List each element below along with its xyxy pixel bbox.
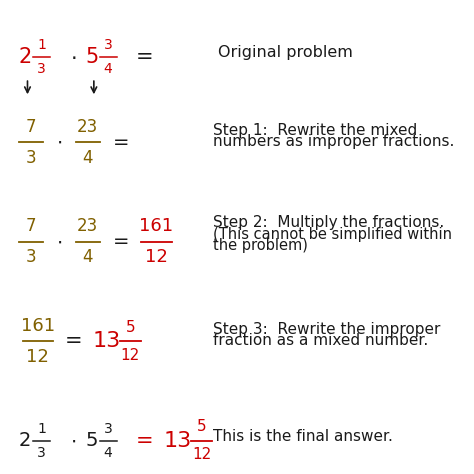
Text: $\cdot$: $\cdot$ <box>56 232 62 251</box>
Text: 4: 4 <box>82 248 93 266</box>
Text: 4: 4 <box>82 149 93 167</box>
Text: 2: 2 <box>19 431 31 450</box>
Text: Original problem: Original problem <box>218 45 353 60</box>
Text: 13: 13 <box>92 331 121 351</box>
Text: 5: 5 <box>197 419 206 434</box>
Text: =: = <box>113 133 129 152</box>
Text: 4: 4 <box>104 62 112 76</box>
Text: $\cdot$: $\cdot$ <box>71 431 76 450</box>
Text: 12: 12 <box>145 248 168 266</box>
Text: 23: 23 <box>77 118 98 136</box>
Text: =: = <box>113 232 129 251</box>
Text: 1: 1 <box>37 37 46 52</box>
Text: 12: 12 <box>27 348 49 366</box>
Text: =: = <box>136 47 154 67</box>
Text: Step 2:  Multiply the fractions.: Step 2: Multiply the fractions. <box>213 215 445 230</box>
Text: =: = <box>136 431 154 451</box>
Text: 7: 7 <box>26 118 36 136</box>
Text: 5: 5 <box>85 47 99 67</box>
Text: 1: 1 <box>37 421 46 436</box>
Text: 23: 23 <box>77 217 98 235</box>
Text: 161: 161 <box>21 317 55 335</box>
Text: Step 3:  Rewrite the improper: Step 3: Rewrite the improper <box>213 322 441 337</box>
Text: 2: 2 <box>19 47 32 67</box>
Text: 3: 3 <box>26 149 36 167</box>
Text: 12: 12 <box>121 348 140 363</box>
Text: 3: 3 <box>37 62 46 76</box>
Text: =: = <box>64 331 82 351</box>
Text: 5: 5 <box>85 431 98 450</box>
Text: Step 1:  Rewrite the mixed: Step 1: Rewrite the mixed <box>213 123 418 138</box>
Text: 3: 3 <box>37 446 46 460</box>
Text: fraction as a mixed number.: fraction as a mixed number. <box>213 333 428 348</box>
Text: 3: 3 <box>26 248 36 266</box>
Text: 4: 4 <box>104 446 112 460</box>
Text: 5: 5 <box>126 319 135 335</box>
Text: 3: 3 <box>104 421 112 436</box>
Text: $\cdot$: $\cdot$ <box>70 47 77 67</box>
Text: numbers as improper fractions.: numbers as improper fractions. <box>213 134 455 149</box>
Text: 7: 7 <box>26 217 36 235</box>
Text: 3: 3 <box>104 37 112 52</box>
Text: 161: 161 <box>139 217 173 235</box>
Text: 12: 12 <box>192 447 211 463</box>
Text: (This cannot be simplified within: (This cannot be simplified within <box>213 227 452 242</box>
Text: This is the final answer.: This is the final answer. <box>213 428 393 444</box>
Text: $\cdot$: $\cdot$ <box>56 133 62 152</box>
Text: the problem): the problem) <box>213 238 308 253</box>
Text: 13: 13 <box>164 431 192 451</box>
